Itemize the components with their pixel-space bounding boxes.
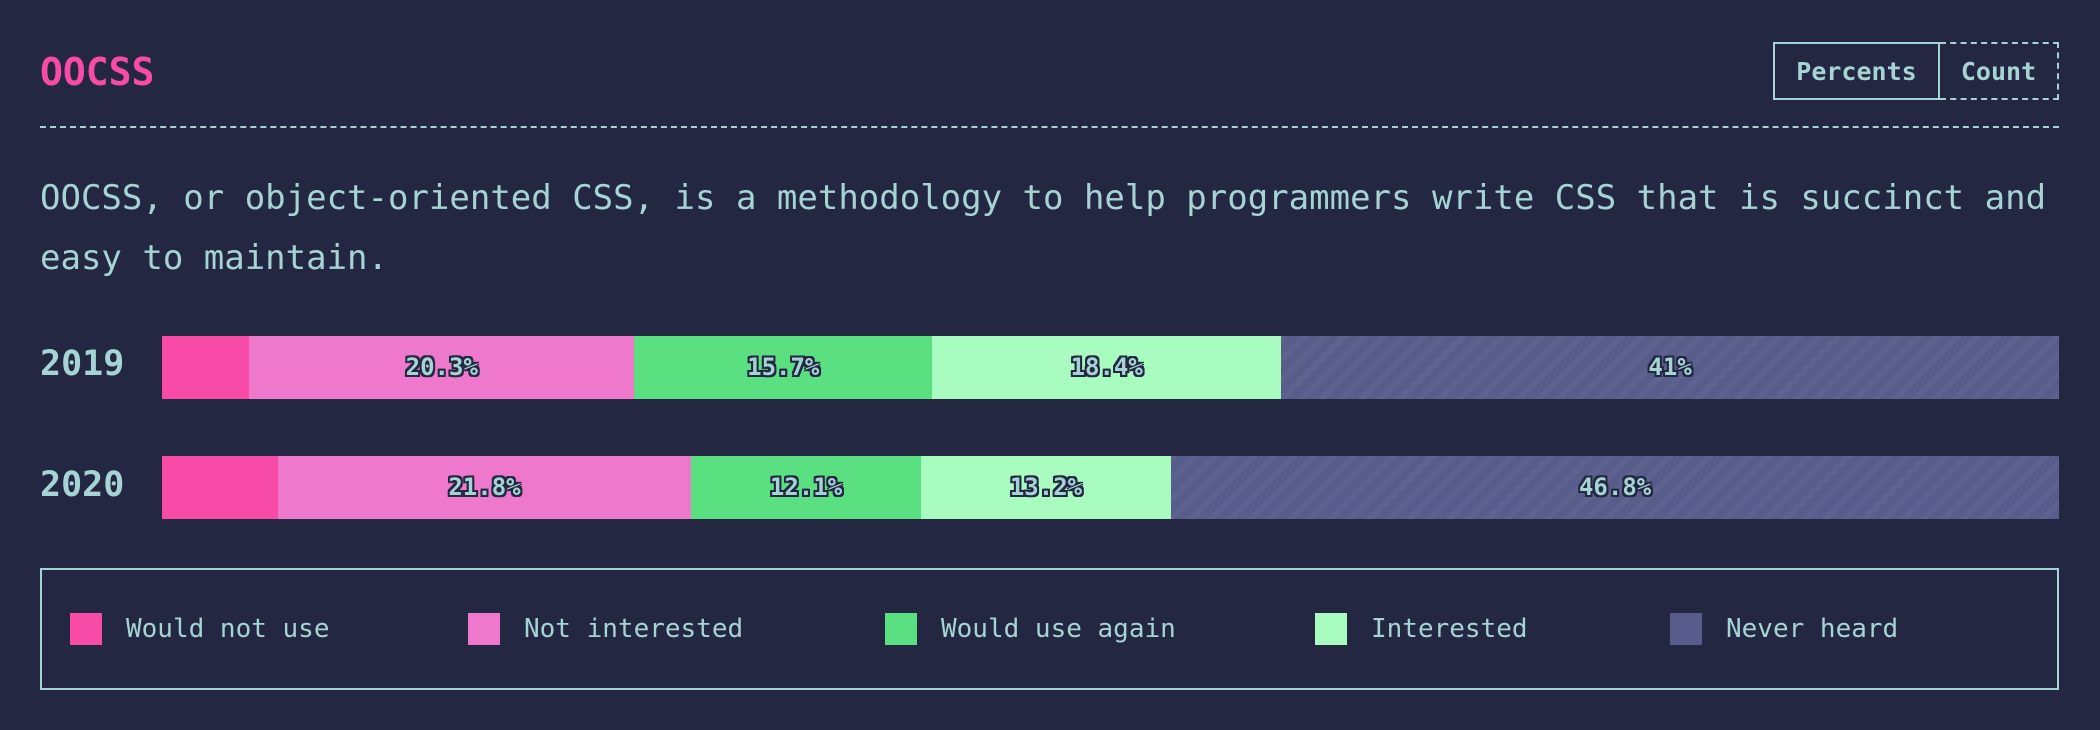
stacked-bar-2020: 21.8% 12.1% 13.2% 46.8% [162,456,2060,519]
bar-segment-would-not-use-2020[interactable] [162,456,279,519]
chart-description: OOCSS, or object-oriented CSS, is a meth… [40,178,2047,278]
row-label-2019: 2019 [40,344,125,384]
bar-segment-not-interested-2020[interactable] [277,456,692,519]
units-toggle: Percents Count [1773,42,2059,100]
legend-label: Would use again [941,614,1176,644]
bar-segment-never-heard-2020[interactable] [1171,456,2060,519]
legend-label: Would not use [126,614,330,644]
legend-item-would-not-use[interactable]: Would not use [70,613,330,645]
legend-item-never-heard[interactable]: Never heard [1670,613,1898,645]
legend-swatch [885,613,917,645]
chart-header: OOCSS Percents Count [40,40,2059,128]
bar-segment-would-use-again-2020[interactable] [691,456,922,519]
legend-item-not-interested[interactable]: Not interested [468,613,743,645]
legend-item-would-use-again[interactable]: Would use again [885,613,1176,645]
legend-label: Interested [1371,614,1528,644]
bar-segment-not-interested-2019[interactable] [249,336,635,399]
bar-segment-would-not-use-2019[interactable] [162,336,250,399]
count-button[interactable]: Count [1940,42,2059,100]
legend-swatch [1315,613,1347,645]
page-title: OOCSS [40,50,155,94]
bar-segment-would-use-again-2019[interactable] [634,336,933,399]
legend-label: Never heard [1726,614,1899,644]
legend-item-interested[interactable]: Interested [1315,613,1528,645]
bar-segment-interested-2020[interactable] [920,456,1172,519]
row-label-2020: 2020 [40,465,125,505]
chart-legend: Would not use Not interested Would use a… [40,568,2059,690]
legend-label: Not interested [524,614,744,644]
stacked-bar-2019: 20.3% 15.7% 18.4% 41% [162,336,2060,399]
bar-segment-interested-2019[interactable] [932,336,1282,399]
percents-button[interactable]: Percents [1773,42,1940,100]
legend-swatch [1670,613,1702,645]
bar-segment-never-heard-2019[interactable] [1281,336,2060,399]
legend-swatch [468,613,500,645]
legend-swatch [70,613,102,645]
